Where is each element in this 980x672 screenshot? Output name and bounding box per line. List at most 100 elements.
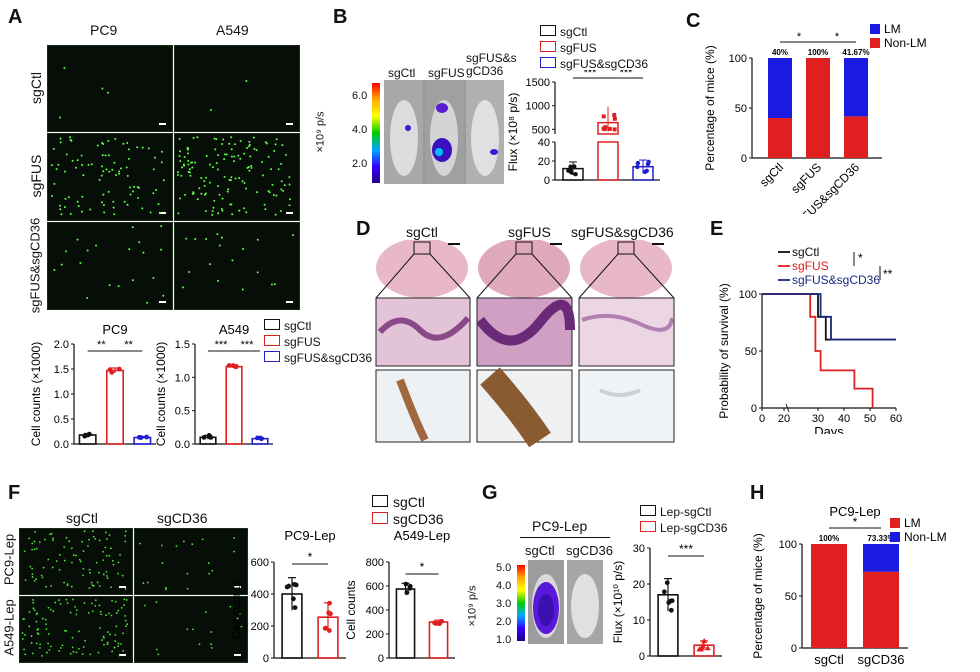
fluorescent-cell (267, 155, 270, 158)
data-point (323, 625, 329, 631)
fluorescent-cell (91, 584, 94, 587)
fluorescent-cell (86, 296, 89, 299)
fluorescent-cell (118, 172, 121, 175)
data-point (226, 363, 232, 368)
fluorescent-cell (58, 650, 61, 652)
fluorescent-cell (192, 136, 195, 139)
fluorescent-cell (213, 137, 216, 140)
data-point (669, 598, 675, 604)
b-colorbar (372, 83, 380, 183)
fluorescent-cell (128, 248, 131, 251)
fluorescent-cell (110, 614, 113, 617)
fluorescent-cell (242, 248, 245, 251)
fluorescent-cell (186, 628, 189, 631)
fluorescent-cell (164, 586, 167, 589)
chart-c: 0 50 100 Percentage of mice (%) 40% sgCtl 100%… (703, 22, 927, 214)
fluorescent-cell (97, 571, 100, 574)
data-point (699, 642, 706, 648)
fluorescent-cell (230, 203, 233, 206)
fluorescent-cell (117, 642, 120, 645)
fluorescent-cell (220, 236, 223, 239)
x-tick-label: 50 (864, 413, 876, 425)
fluorescent-cell (215, 162, 218, 165)
fluorescent-cell (67, 196, 70, 199)
fluorescent-cell (250, 164, 253, 167)
fluorescent-cell (79, 261, 82, 264)
fluorescent-cell (221, 197, 224, 200)
fluorescent-cell (107, 190, 110, 193)
fluorescent-cell (274, 213, 277, 216)
fluorescent-cell (55, 560, 58, 563)
fluorescent-cell (132, 190, 135, 193)
fluorescent-cell (35, 547, 38, 550)
fluorescent-cell (24, 634, 26, 636)
fluorescent-cell (272, 193, 275, 196)
bar-segment (806, 58, 830, 158)
fluorescent-cell (59, 141, 62, 144)
fluorescent-cell (115, 625, 118, 628)
data-point (201, 434, 207, 440)
fluorescent-cell (31, 548, 34, 551)
fluorescent-cell (65, 250, 68, 253)
fluorescent-cell (152, 192, 155, 195)
fluorescent-cell (228, 178, 231, 181)
fluorescent-cell (125, 166, 128, 169)
fluorescent-cell (106, 577, 109, 580)
fluorescent-cell (105, 531, 107, 534)
legend-label: Non-LM (904, 530, 947, 544)
y-tick-label: 1000 (526, 101, 550, 113)
fluorescent-cell (211, 210, 214, 213)
legend-label: LM (884, 22, 901, 36)
x-tick-label: 20 (778, 413, 790, 425)
fluorescent-cell (76, 238, 79, 241)
fluorescent-cell (160, 544, 163, 547)
y-tick-label: 0.5 (175, 406, 190, 418)
fluorescent-cell (288, 176, 291, 179)
fluorescent-cell (100, 165, 103, 168)
y-tick-label: 0 (791, 643, 797, 655)
fluorescent-cell (86, 249, 89, 252)
fluorescent-cell (99, 610, 102, 613)
fluorescent-cell (212, 206, 215, 209)
fluorescent-cell (112, 206, 115, 209)
d-col-label: sgCtl (406, 224, 438, 240)
fluorescent-cell (155, 601, 158, 603)
fluorescent-cell (102, 170, 105, 173)
f-image-a549-sgcd36 (134, 596, 248, 663)
fluorescent-cell (95, 244, 98, 247)
bar-segment (844, 58, 868, 117)
fluorescent-cell (79, 560, 82, 563)
fluorescent-cell (223, 158, 226, 161)
fluorescent-cell (103, 643, 105, 646)
fluorescent-cell (107, 140, 110, 143)
chart-a-pc9: 0.0 0.5 1.0 1.5 2.0 PC9 Cell counts (×1000) ** *… (30, 322, 156, 451)
x-tick-label: sgCtl (757, 160, 786, 189)
a-image-pc9-sgfus (47, 133, 173, 221)
data-point (696, 646, 703, 652)
fluorescent-cell (211, 213, 214, 216)
fluorescent-cell (152, 276, 155, 279)
fluorescent-cell (47, 633, 50, 635)
fluorescent-cell (120, 607, 123, 609)
fluorescent-cell (284, 153, 287, 156)
legend-swatch (890, 532, 900, 542)
fluorescent-cell (112, 200, 115, 203)
fluorescent-cell (102, 193, 105, 196)
sig-label: * (420, 560, 425, 574)
b-mouse-label: sgFUS&sgCD36 (466, 51, 517, 78)
g-title: PC9-Lep (532, 518, 588, 534)
fluorescent-cell (113, 646, 116, 649)
fluorescent-cell (45, 623, 47, 626)
fluorescent-cell (205, 237, 208, 240)
fluorescent-cell (63, 559, 66, 562)
y-tick-label: 30 (633, 543, 645, 555)
data-point (568, 164, 573, 169)
fluorescent-cell (101, 154, 104, 157)
chart-title: PC9 (102, 322, 127, 337)
fluorescent-cell (205, 155, 208, 158)
fluorescent-cell (238, 209, 241, 212)
g-legend-item: Lep-sgCtl (640, 504, 727, 520)
y-axis-label: Cell counts (345, 580, 358, 639)
fluorescent-cell (82, 574, 84, 577)
